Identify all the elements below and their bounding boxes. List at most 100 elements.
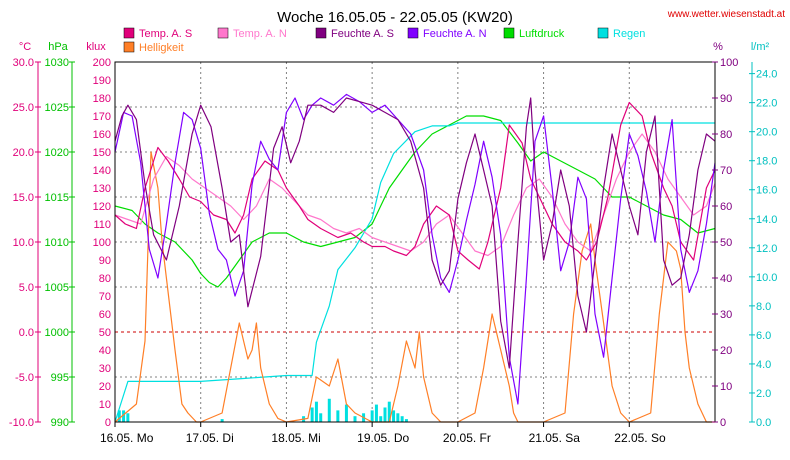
rain-bar xyxy=(392,410,396,422)
press-tick-label: 1025 xyxy=(45,102,69,114)
hum-tick-label: 100 xyxy=(720,57,738,69)
light-tick-label: 40 xyxy=(99,345,111,357)
rain-bar xyxy=(122,410,126,422)
light-tick-label: 140 xyxy=(93,165,111,177)
legend-swatch xyxy=(123,41,135,53)
rain-tick-label: 14.0 xyxy=(756,214,777,226)
press-tick-label: 1000 xyxy=(45,327,69,339)
light-unit-label: klux xyxy=(86,41,106,53)
rain-bar xyxy=(383,407,387,422)
press-tick-label: 1015 xyxy=(45,192,69,204)
rain-tick-label: 22.0 xyxy=(756,98,777,110)
rain-tick-label: 10.0 xyxy=(756,272,777,284)
x-tick-label: 22.05. So xyxy=(614,431,666,445)
hum-tick-label: 20 xyxy=(720,345,732,357)
legend-label: Helligkeit xyxy=(139,42,184,54)
rain-tick-label: 0.0 xyxy=(756,417,771,429)
press-tick-label: 1030 xyxy=(45,57,69,69)
hum-tick-label: 60 xyxy=(720,201,732,213)
axis-units: °C hPa klux% l/m² xyxy=(19,41,770,53)
light-tick-label: 70 xyxy=(99,291,111,303)
hum-tick-label: 80 xyxy=(720,129,732,141)
light-tick-label: 50 xyxy=(99,327,111,339)
light-tick-label: 100 xyxy=(93,237,111,249)
hum-tick-label: 50 xyxy=(720,237,732,249)
temp-tick-label: 10.0 xyxy=(13,237,34,249)
temp-tick-label: 15.0 xyxy=(13,192,34,204)
rain-unit-label: l/m² xyxy=(751,41,770,53)
light-tick-label: 190 xyxy=(93,75,111,87)
legend-swatch xyxy=(407,27,419,39)
rain-bars xyxy=(117,398,408,422)
rain-bar xyxy=(314,401,318,422)
light-tick-label: 160 xyxy=(93,129,111,141)
rain-bar xyxy=(404,419,408,422)
legend-swatch xyxy=(217,27,229,39)
rain-tick-label: 2.0 xyxy=(756,388,771,400)
light-tick-label: 130 xyxy=(93,183,111,195)
x-tick-labels: 16.05. Mo 17.05. Di 18.05. Mi 19.05. Do 20.0… xyxy=(100,422,666,445)
light-tick-label: 80 xyxy=(99,273,111,285)
legend: Temp. A. S Temp. A. N Feuchte A. S Feuchte … xyxy=(123,27,645,54)
x-tick-label: 17.05. Di xyxy=(186,431,234,445)
legend-label: Temp. A. S xyxy=(139,28,192,40)
light-tick-label: 60 xyxy=(99,309,111,321)
press-tick-label: 1005 xyxy=(45,282,69,294)
rain-tick-label: 8.0 xyxy=(756,301,771,313)
hum-tick-label: 70 xyxy=(720,165,732,177)
temp-tick-label: -5.0 xyxy=(15,372,34,384)
rain-bar xyxy=(220,419,224,422)
temp-tick-label: 25.0 xyxy=(13,102,34,114)
x-tick-label: 16.05. Mo xyxy=(100,431,154,445)
rain-bar xyxy=(344,404,348,422)
light-tick-label: 120 xyxy=(93,201,111,213)
light-tick-label: 110 xyxy=(93,219,111,231)
y-tick-labels: 30.025.020.015.010.05.00.0-5.0-10.010301… xyxy=(9,57,778,429)
light-tick-label: 30 xyxy=(99,363,111,375)
rain-tick-label: 4.0 xyxy=(756,359,771,371)
legend-swatch xyxy=(315,27,327,39)
x-tick-label: 18.05. Mi xyxy=(271,431,320,445)
rain-bar xyxy=(353,416,357,422)
press-tick-label: 1010 xyxy=(45,237,69,249)
light-tick-label: 0 xyxy=(105,417,111,429)
legend-label: Temp. A. N xyxy=(233,28,287,40)
press-unit-label: hPa xyxy=(48,41,68,53)
series-line-temp-a-n xyxy=(114,133,716,257)
hum-tick-label: 90 xyxy=(720,93,732,105)
hum-tick-label: 10 xyxy=(720,381,732,393)
temp-tick-label: 20.0 xyxy=(13,147,34,159)
source-url: www.wetter.wiesenstadt.at xyxy=(667,9,785,20)
series-line-feuchte-a-s xyxy=(114,97,716,369)
grid xyxy=(115,62,715,422)
legend-label: Luftdruck xyxy=(519,28,565,40)
legend-swatch xyxy=(123,27,135,39)
rain-bar xyxy=(336,410,340,422)
light-tick-label: 170 xyxy=(93,111,111,123)
legend-label: Feuchte A. N xyxy=(423,28,487,40)
light-tick-label: 200 xyxy=(93,57,111,69)
rain-tick-label: 12.0 xyxy=(756,243,777,255)
rain-bar xyxy=(379,416,383,422)
legend-label: Feuchte A. S xyxy=(331,28,394,40)
rain-tick-label: 20.0 xyxy=(756,127,777,139)
series-line-regen xyxy=(114,122,715,423)
rain-bar xyxy=(319,413,323,422)
legend-swatch xyxy=(503,27,515,39)
temp-tick-label: -10.0 xyxy=(9,417,34,429)
rain-tick-label: 6.0 xyxy=(756,330,771,342)
light-tick-label: 150 xyxy=(93,147,111,159)
series-lines xyxy=(114,93,716,423)
rain-bar xyxy=(117,410,121,422)
legend-label: Regen xyxy=(613,28,645,40)
chart-title: Woche 16.05.05 - 22.05.05 (KW20) xyxy=(277,9,513,26)
hum-tick-label: 40 xyxy=(720,273,732,285)
press-tick-label: 995 xyxy=(51,372,69,384)
press-tick-label: 1020 xyxy=(45,147,69,159)
light-tick-label: 90 xyxy=(99,255,111,267)
rain-bar xyxy=(396,413,400,422)
hum-unit-label: % xyxy=(713,41,723,53)
light-tick-label: 10 xyxy=(99,399,111,411)
